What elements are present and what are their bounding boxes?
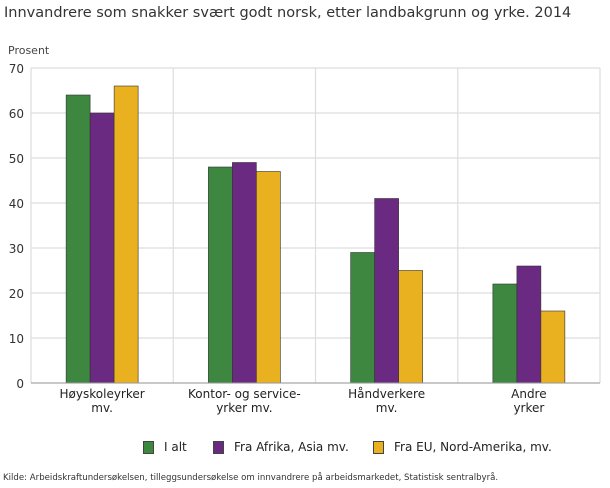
y-tick-label: 0 bbox=[16, 377, 24, 391]
legend-label: I alt bbox=[164, 440, 187, 454]
bar bbox=[350, 252, 375, 384]
x-tick-label: mv. bbox=[376, 401, 398, 415]
bar bbox=[256, 171, 281, 384]
y-tick-label: 20 bbox=[9, 287, 24, 301]
legend-item: Fra Afrika, Asia mv. bbox=[213, 440, 349, 454]
y-tick-label: 50 bbox=[9, 152, 24, 166]
legend-swatch bbox=[213, 440, 224, 454]
legend-swatch bbox=[373, 440, 384, 454]
bar bbox=[540, 310, 566, 384]
legend-label: Fra EU, Nord-Amerika, mv. bbox=[394, 440, 552, 454]
bar bbox=[492, 283, 518, 384]
x-tick-label: mv. bbox=[91, 401, 113, 415]
x-tick-label: Andre bbox=[511, 387, 546, 401]
x-tick-label: Høyskoleyrker bbox=[60, 387, 145, 401]
x-tick-label: yrker mv. bbox=[216, 401, 272, 415]
source-note: Kilde: Arbeidskraftundersøkelsen, tilleg… bbox=[3, 473, 499, 483]
x-tick-label: Håndverkere bbox=[348, 387, 425, 401]
legend-swatch bbox=[143, 440, 154, 454]
legend-label: Fra Afrika, Asia mv. bbox=[234, 440, 349, 454]
y-axis-label: Prosent bbox=[8, 44, 50, 57]
bar bbox=[232, 162, 257, 384]
bar bbox=[516, 265, 542, 384]
bar bbox=[398, 270, 423, 384]
bar bbox=[89, 112, 115, 384]
y-tick-label: 10 bbox=[9, 332, 24, 346]
chart-title: Innvandrere som snakker svært godt norsk… bbox=[4, 5, 572, 21]
x-tick-label: Kontor- og service- bbox=[188, 387, 301, 401]
legend-item: Fra EU, Nord-Amerika, mv. bbox=[373, 440, 552, 454]
bar bbox=[208, 166, 233, 384]
bar bbox=[65, 94, 91, 384]
y-tick-label: 30 bbox=[9, 242, 24, 256]
y-tick-label: 60 bbox=[9, 107, 24, 121]
x-tick-label: yrker bbox=[513, 401, 544, 415]
bar bbox=[113, 85, 139, 384]
bar bbox=[374, 198, 399, 384]
y-tick-label: 70 bbox=[9, 62, 24, 76]
y-tick-label: 40 bbox=[9, 197, 24, 211]
legend-item: I alt bbox=[143, 440, 187, 454]
